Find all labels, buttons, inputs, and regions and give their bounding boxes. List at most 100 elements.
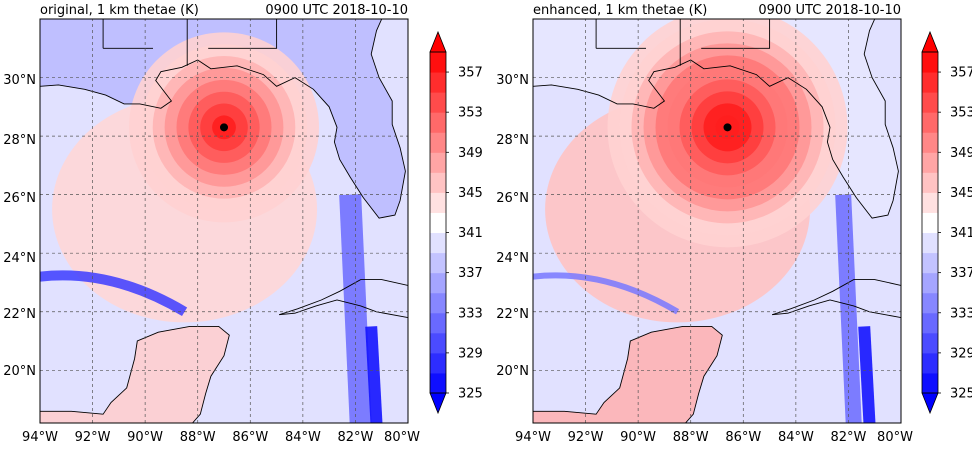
panel-original: original, 1 km thetae (K) 0900 UTC 2018-… [3, 3, 483, 445]
cold-filament [40, 270, 188, 317]
coastline [40, 19, 408, 423]
x-tick-label: 92°W [568, 430, 604, 445]
x-tick-label: 86°W [232, 430, 268, 445]
y-tick-label: 26°N [3, 191, 36, 206]
coastline-segment [533, 325, 723, 423]
colorbar-segment [922, 372, 938, 394]
y-tick-label: 30°N [496, 73, 529, 88]
y-tick-label: 28°N [3, 133, 36, 148]
panel-title: original, 1 km thetae (K) [40, 3, 199, 18]
yucatan-fill [533, 326, 723, 423]
colorbar-tick-label: 329 [950, 346, 972, 361]
x-ticks: 94°W 92°W 90°W 88°W 86°W 84°W 82°W 80°W [22, 430, 420, 445]
colorbar-segment [430, 172, 446, 193]
colorbar-segment [430, 292, 446, 314]
cold-core [858, 326, 876, 423]
coastline-segment [40, 325, 230, 423]
x-tick-label: 90°W [620, 430, 656, 445]
colorbar: 325 329 333 337 341 345 349 353 357 [429, 30, 483, 415]
colorbar-extend-min [921, 392, 939, 415]
field-layer [40, 19, 408, 423]
map-area [533, 19, 901, 423]
colorbar-tick-label: 341 [950, 226, 972, 241]
storm-center-marker [220, 123, 228, 132]
colorbar-tick-label: 333 [458, 306, 483, 321]
colorbar-segment [922, 212, 938, 234]
x-tick-label: 84°W [285, 430, 321, 445]
colorbar-segment [922, 292, 938, 314]
gridlines [40, 19, 408, 423]
colorbar-tick-label: 353 [458, 106, 483, 121]
panel-title: enhanced, 1 km thetae (K) [533, 3, 707, 18]
colorbar-tick-label: 353 [950, 106, 972, 121]
yucatan-fill [40, 326, 230, 423]
colorbar-segment [430, 252, 446, 274]
y-tick-label: 24°N [496, 251, 529, 266]
y-tick-label: 20°N [3, 364, 36, 379]
colorbar-segment [430, 272, 446, 294]
cold-core [365, 326, 383, 423]
colorbar-tick-label: 325 [950, 387, 972, 402]
colorbar-tick-label: 345 [458, 186, 483, 201]
colorbar-segment [922, 272, 938, 294]
y-tick-label: 22°N [3, 307, 36, 322]
colorbar-tick-label: 333 [950, 306, 972, 321]
x-tick-label: 94°W [22, 430, 58, 445]
colorbar-segment [430, 92, 446, 113]
y-tick-label: 28°N [496, 133, 529, 148]
y-tick-label: 24°N [3, 251, 36, 266]
colorbar-segment [922, 172, 938, 193]
panel-time-label: 0900 UTC 2018-10-10 [265, 3, 408, 18]
y-ticks: 20°N 22°N 24°N 26°N 28°N 30°N [496, 73, 529, 379]
y-tick-label: 22°N [496, 307, 529, 322]
map-area [40, 19, 408, 423]
x-tick-label: 94°W [515, 430, 551, 445]
land-fill [40, 19, 408, 219]
map-frame [532, 18, 902, 424]
colorbar-segment [430, 212, 446, 234]
colorbar-segment [922, 72, 938, 93]
colorbar-tick-label: 349 [458, 146, 483, 161]
x-tick-label: 86°W [725, 430, 761, 445]
colorbar-extend-max [429, 30, 447, 53]
map-frame [39, 18, 409, 424]
colorbar-extend-min [429, 392, 447, 415]
colorbar: 325 329 333 337 341 345 349 353 357 [921, 30, 972, 415]
y-tick-label: 20°N [496, 364, 529, 379]
colorbar-segment [430, 352, 446, 374]
colorbar-segment [922, 312, 938, 334]
colorbar-segment [922, 152, 938, 173]
colorbar-tick-label: 357 [458, 66, 483, 81]
colorbar-segment [430, 312, 446, 334]
coastline-segment [772, 279, 901, 316]
colorbar-extend-max [921, 30, 939, 53]
cold-filament [533, 272, 680, 315]
y-tick-label: 30°N [3, 73, 36, 88]
y-tick-label: 26°N [496, 191, 529, 206]
colorbar-tick-label: 325 [458, 387, 483, 402]
colorbar-tick-label: 349 [950, 146, 972, 161]
x-tick-label: 80°W [877, 430, 913, 445]
colorbar-segment [922, 52, 938, 73]
coastline-segment [208, 19, 278, 49]
field-layer [533, 19, 901, 423]
coastline-segment [40, 19, 406, 219]
colorbar-tick-label: 337 [950, 266, 972, 281]
x-tick-label: 80°W [384, 430, 420, 445]
colorbar-segment [922, 332, 938, 354]
colorbar-frame [921, 51, 939, 394]
x-tick-label: 88°W [180, 430, 216, 445]
gridlines [533, 19, 901, 423]
colorbar-tick-label: 329 [458, 346, 483, 361]
colorbar-tick-label: 341 [458, 226, 483, 241]
x-tick-label: 82°W [830, 430, 866, 445]
colorbar-segment [922, 112, 938, 133]
colorbar-frame [429, 51, 447, 394]
colorbar-segment [922, 92, 938, 113]
colorbar-tick-label: 337 [458, 266, 483, 281]
coastline-segment [701, 19, 771, 49]
colorbar-segment [922, 232, 938, 254]
colorbar-segment [430, 72, 446, 93]
coastline-segment [279, 279, 408, 316]
